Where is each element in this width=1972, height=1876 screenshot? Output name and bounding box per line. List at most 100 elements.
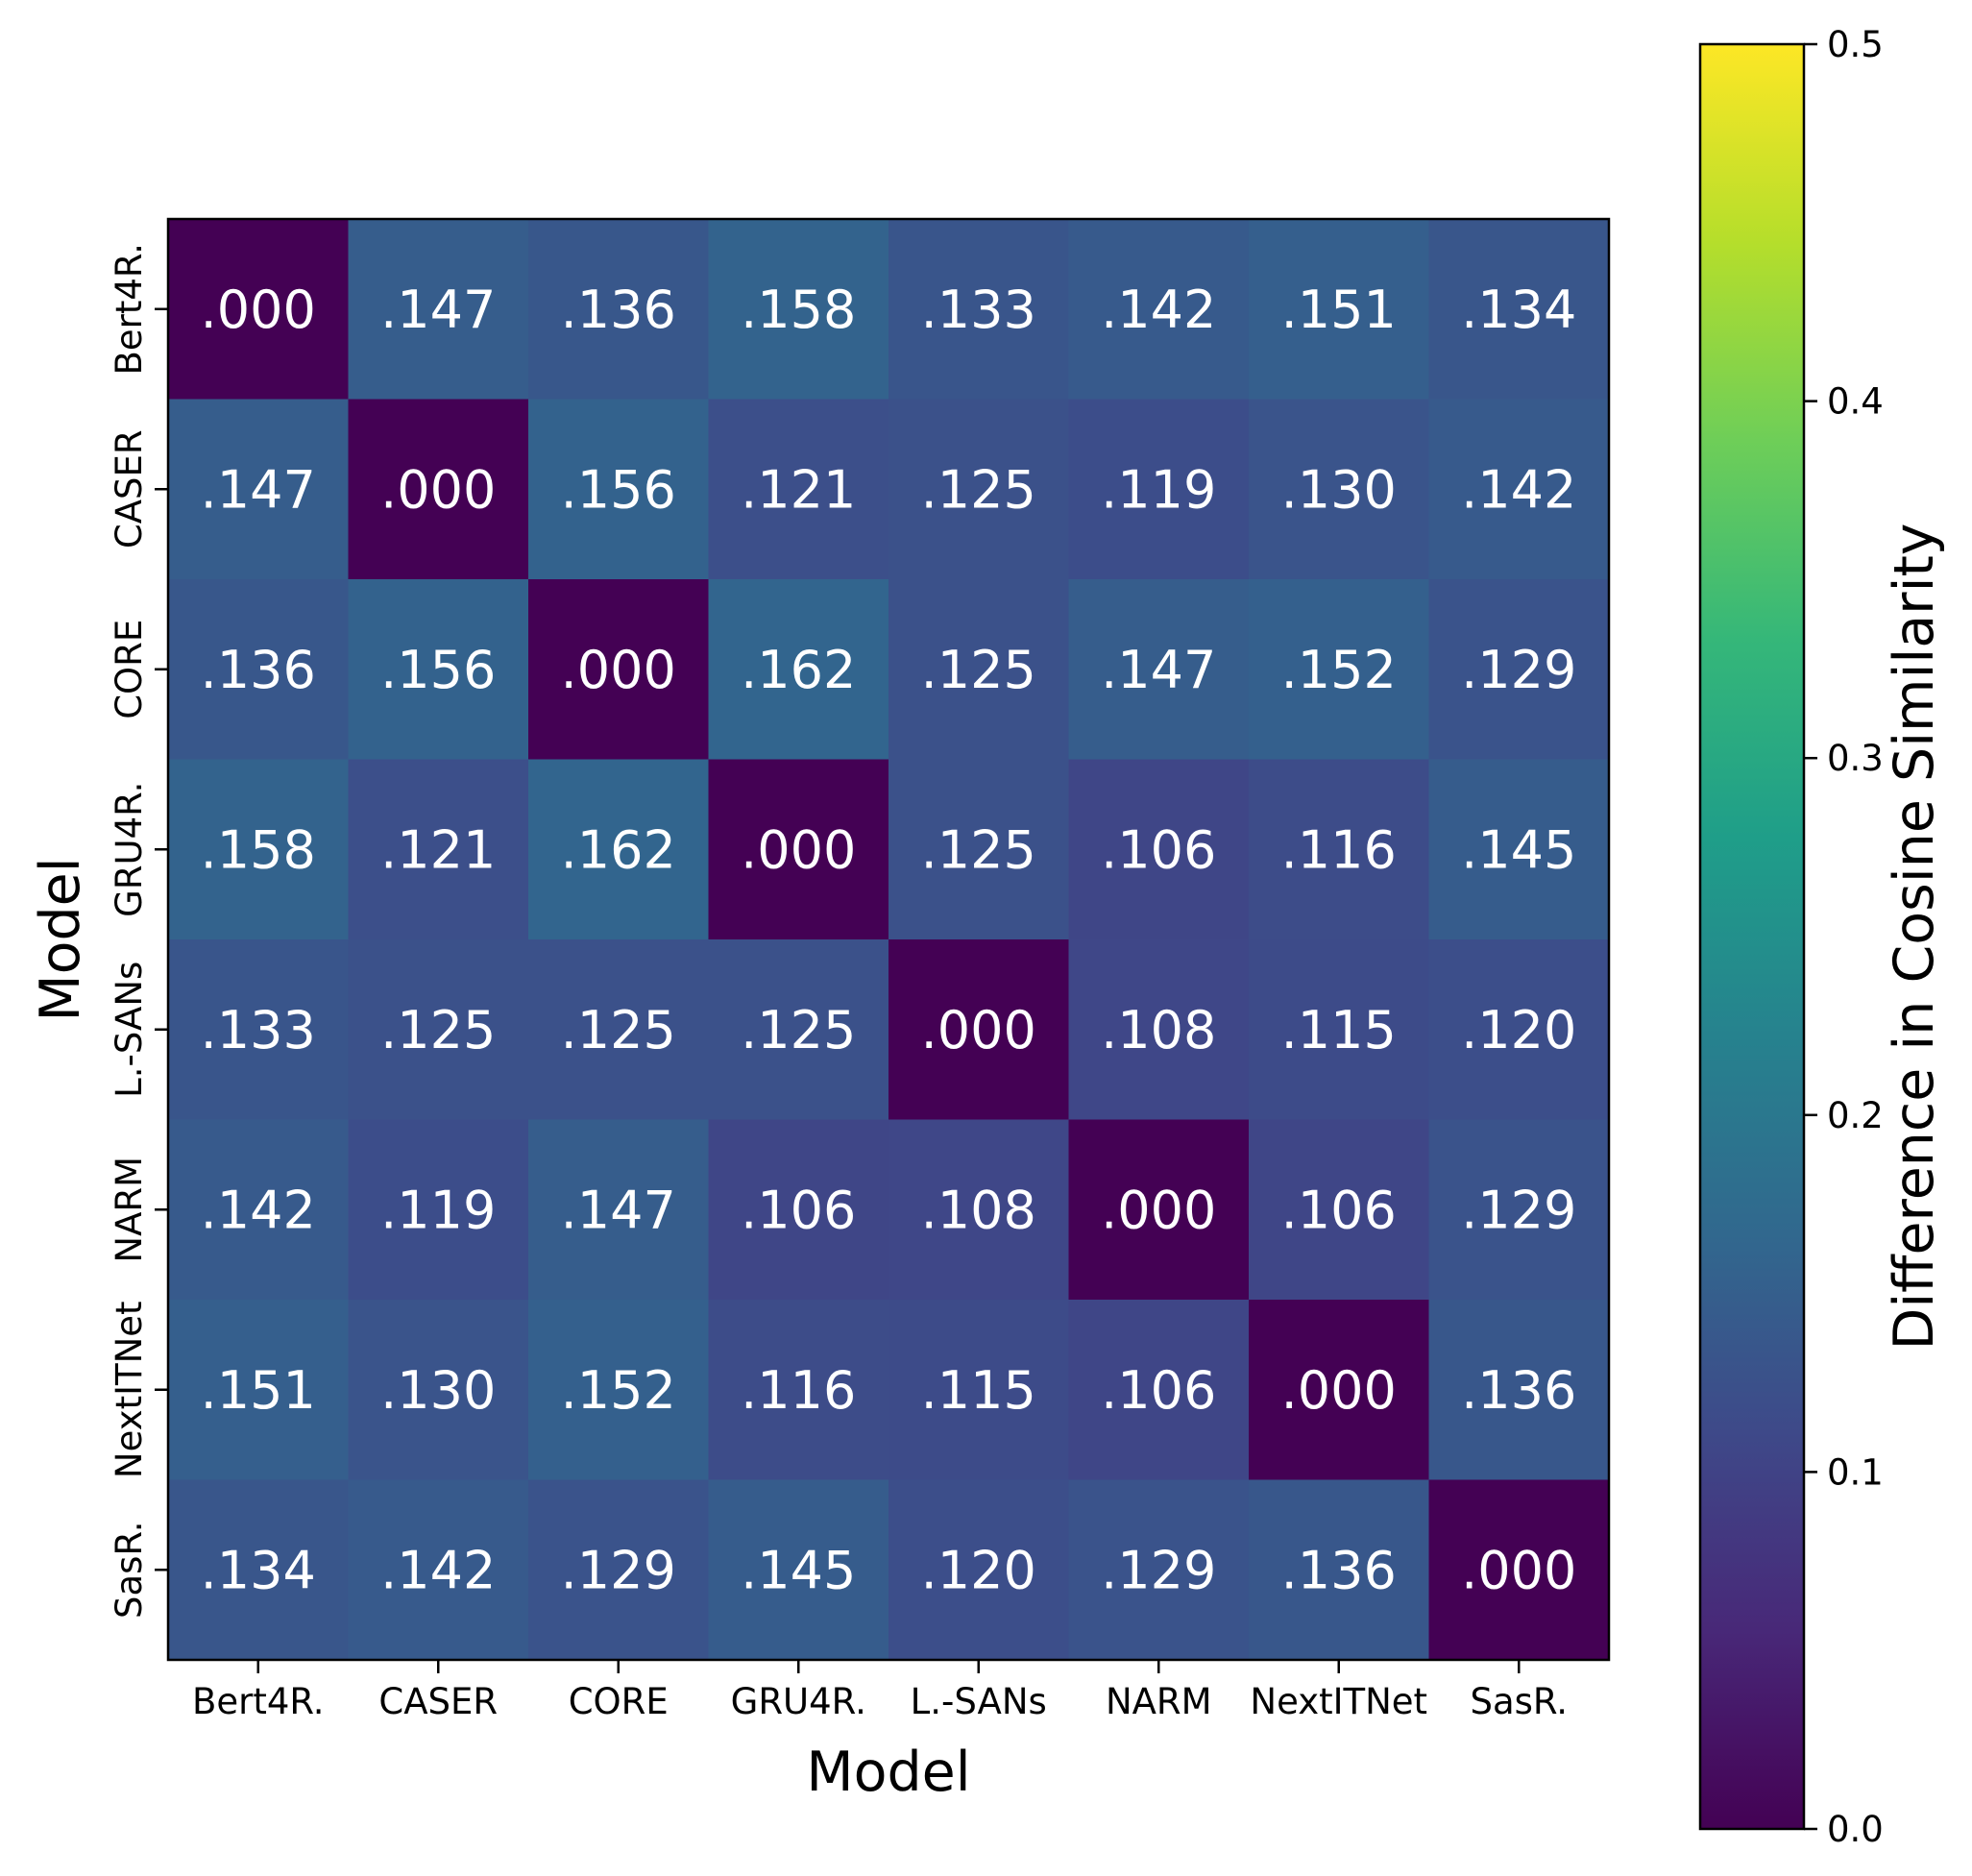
- heatmap-cell: [1249, 1300, 1430, 1481]
- heatmap-cell: [348, 219, 529, 401]
- heatmap-cell: [528, 399, 710, 580]
- colorbar-ticks: 0.0 0.1 0.2 0.3 0.4 0.5: [1804, 24, 1884, 1850]
- x-tick-label: SasR.: [1470, 1681, 1568, 1722]
- y-tick-label: CASER: [109, 429, 150, 548]
- cell-value-label: .000: [1101, 1180, 1216, 1240]
- x-axis-label: Model: [806, 1741, 970, 1804]
- cell-value-label: .136: [1281, 1540, 1397, 1600]
- cell-value-label: .125: [921, 819, 1036, 880]
- cell-value-label: .158: [741, 280, 856, 340]
- heatmap-cell: [708, 579, 889, 761]
- cell-value-label: .106: [741, 1180, 856, 1240]
- colorbar-label: Difference in Cosine Similarity: [1883, 523, 1946, 1350]
- heatmap-cell: [168, 1119, 350, 1301]
- cell-value-label: .151: [201, 1360, 316, 1421]
- heatmap-cell: [528, 579, 710, 761]
- cell-value-label: .125: [921, 640, 1036, 700]
- cell-value-label: .142: [201, 1180, 316, 1240]
- cell-value-label: .125: [380, 1000, 496, 1060]
- y-axis-ticks: Bert4R. CASER CORE GRU4R. L.-SANs NARM NextITN…: [109, 243, 168, 1619]
- cell-value-label: .129: [561, 1540, 676, 1600]
- cell-value-label: .136: [1461, 1360, 1576, 1421]
- cell-value-label: .147: [1101, 640, 1216, 700]
- cell-value-label: .125: [561, 1000, 676, 1060]
- heatmap-cell: [348, 1119, 529, 1301]
- heatmap-cell: [528, 939, 710, 1121]
- x-tick-label: GRU4R.: [731, 1681, 866, 1722]
- heatmap-cell: [348, 1479, 529, 1661]
- cell-value-label: .121: [741, 459, 856, 520]
- cell-value-label: .162: [561, 819, 676, 880]
- cell-value-label: .125: [741, 1000, 856, 1060]
- heatmap-cell: [528, 1479, 710, 1661]
- heatmap-cell: [168, 219, 350, 401]
- heatmap-cell: [889, 759, 1070, 940]
- heatmap-cell: [708, 1300, 889, 1481]
- cell-value-label: .120: [1461, 1000, 1576, 1060]
- heatmap-cell: [348, 1300, 529, 1481]
- heatmap-cell: [168, 759, 350, 940]
- y-tick-label: NextITNet: [109, 1301, 150, 1478]
- colorbar-tick-label: 0.0: [1827, 1809, 1884, 1850]
- cell-value-label: .142: [1461, 459, 1576, 520]
- colorbar-tick-label: 0.2: [1827, 1095, 1884, 1136]
- heatmap-cell: [889, 939, 1070, 1121]
- heatmap-cell: [348, 399, 529, 580]
- cell-value-label: .000: [561, 640, 676, 700]
- cell-value-label: .125: [921, 459, 1036, 520]
- cell-value-label: .130: [380, 1360, 496, 1421]
- heatmap-cell: [1428, 939, 1610, 1121]
- x-axis-ticks: Bert4R. CASER CORE GRU4R. L.-SANs NARM NextITN…: [192, 1660, 1568, 1722]
- heatmap-cell: [708, 1479, 889, 1661]
- heatmap-cell: [889, 1119, 1070, 1301]
- heatmap-cell: [1249, 219, 1430, 401]
- colorbar-tick-label: 0.3: [1827, 738, 1884, 779]
- heatmap-cell: [1249, 1479, 1430, 1661]
- heatmap-cell: [889, 399, 1070, 580]
- x-tick-label: NARM: [1106, 1681, 1212, 1722]
- heatmap-cell: [1068, 939, 1250, 1121]
- heatmap-cell: [1249, 579, 1430, 761]
- cell-value-label: .000: [1281, 1360, 1397, 1421]
- cell-value-label: .134: [1461, 280, 1576, 340]
- heatmap-cell: [528, 1119, 710, 1301]
- heatmap-cell: [1428, 579, 1610, 761]
- heatmap-cells: [168, 219, 1610, 1661]
- y-axis-label: Model: [29, 857, 92, 1021]
- cell-value-label: .108: [921, 1180, 1036, 1240]
- cell-value-label: .000: [380, 459, 496, 520]
- plot-frame: [166, 217, 1611, 1662]
- cell-value-label: .142: [380, 1540, 496, 1600]
- cell-value-label: .145: [1461, 819, 1576, 880]
- cell-value-label: .134: [201, 1540, 316, 1600]
- cell-value-label: .136: [201, 640, 316, 700]
- cell-value-label: .120: [921, 1540, 1036, 1600]
- cell-value-label: .147: [201, 459, 316, 520]
- cell-value-label: .121: [380, 819, 496, 880]
- x-tick-label: CORE: [569, 1681, 669, 1722]
- heatmap-cell: [528, 219, 710, 401]
- y-tick-label: SasR.: [109, 1521, 150, 1619]
- heatmap-cell: [168, 939, 350, 1121]
- x-tick-label: CASER: [378, 1681, 498, 1722]
- cell-value-label: .000: [921, 1000, 1036, 1060]
- heatmap-cell: [1249, 1119, 1430, 1301]
- cell-value-label: .106: [1101, 1360, 1216, 1421]
- heatmap-cell: [168, 579, 350, 761]
- heatmap-cell: [708, 219, 889, 401]
- heatmap-cell: [708, 399, 889, 580]
- cell-value-label: .119: [380, 1180, 496, 1240]
- heatmap-cell: [528, 1300, 710, 1481]
- heatmap-cell: [1249, 399, 1430, 580]
- cell-value-label: .152: [561, 1360, 676, 1421]
- cell-value-label: .129: [1461, 640, 1576, 700]
- heatmap-cell: [708, 1119, 889, 1301]
- heatmap-cell: [1249, 759, 1430, 940]
- heatmap-cell: [1249, 939, 1430, 1121]
- colorbar-tick-label: 0.1: [1827, 1451, 1884, 1493]
- colorbar-tick-label: 0.4: [1827, 381, 1884, 423]
- x-tick-label: NextITNet: [1250, 1681, 1427, 1722]
- cell-value-label: .162: [741, 640, 856, 700]
